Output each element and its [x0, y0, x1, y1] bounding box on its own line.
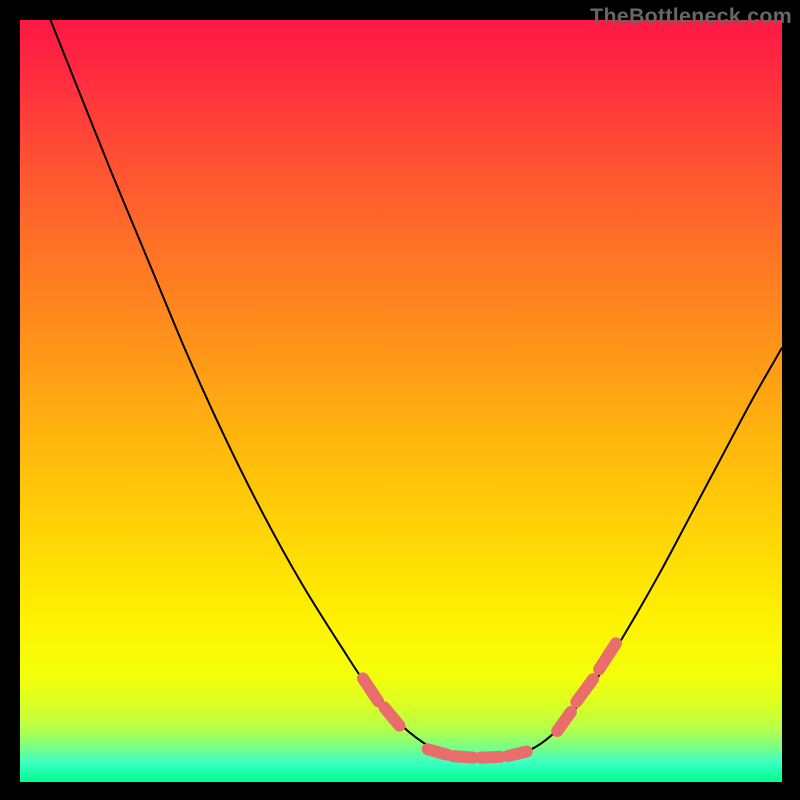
highlight-pill	[481, 757, 500, 758]
highlight-pill	[428, 749, 447, 754]
bottleneck-chart	[20, 20, 782, 782]
watermark-label: TheBottleneck.com	[590, 4, 792, 29]
figure-stage: TheBottleneck.com	[0, 0, 800, 800]
highlight-pill	[453, 756, 474, 758]
highlight-pill	[508, 752, 527, 757]
chart-background	[20, 20, 782, 782]
